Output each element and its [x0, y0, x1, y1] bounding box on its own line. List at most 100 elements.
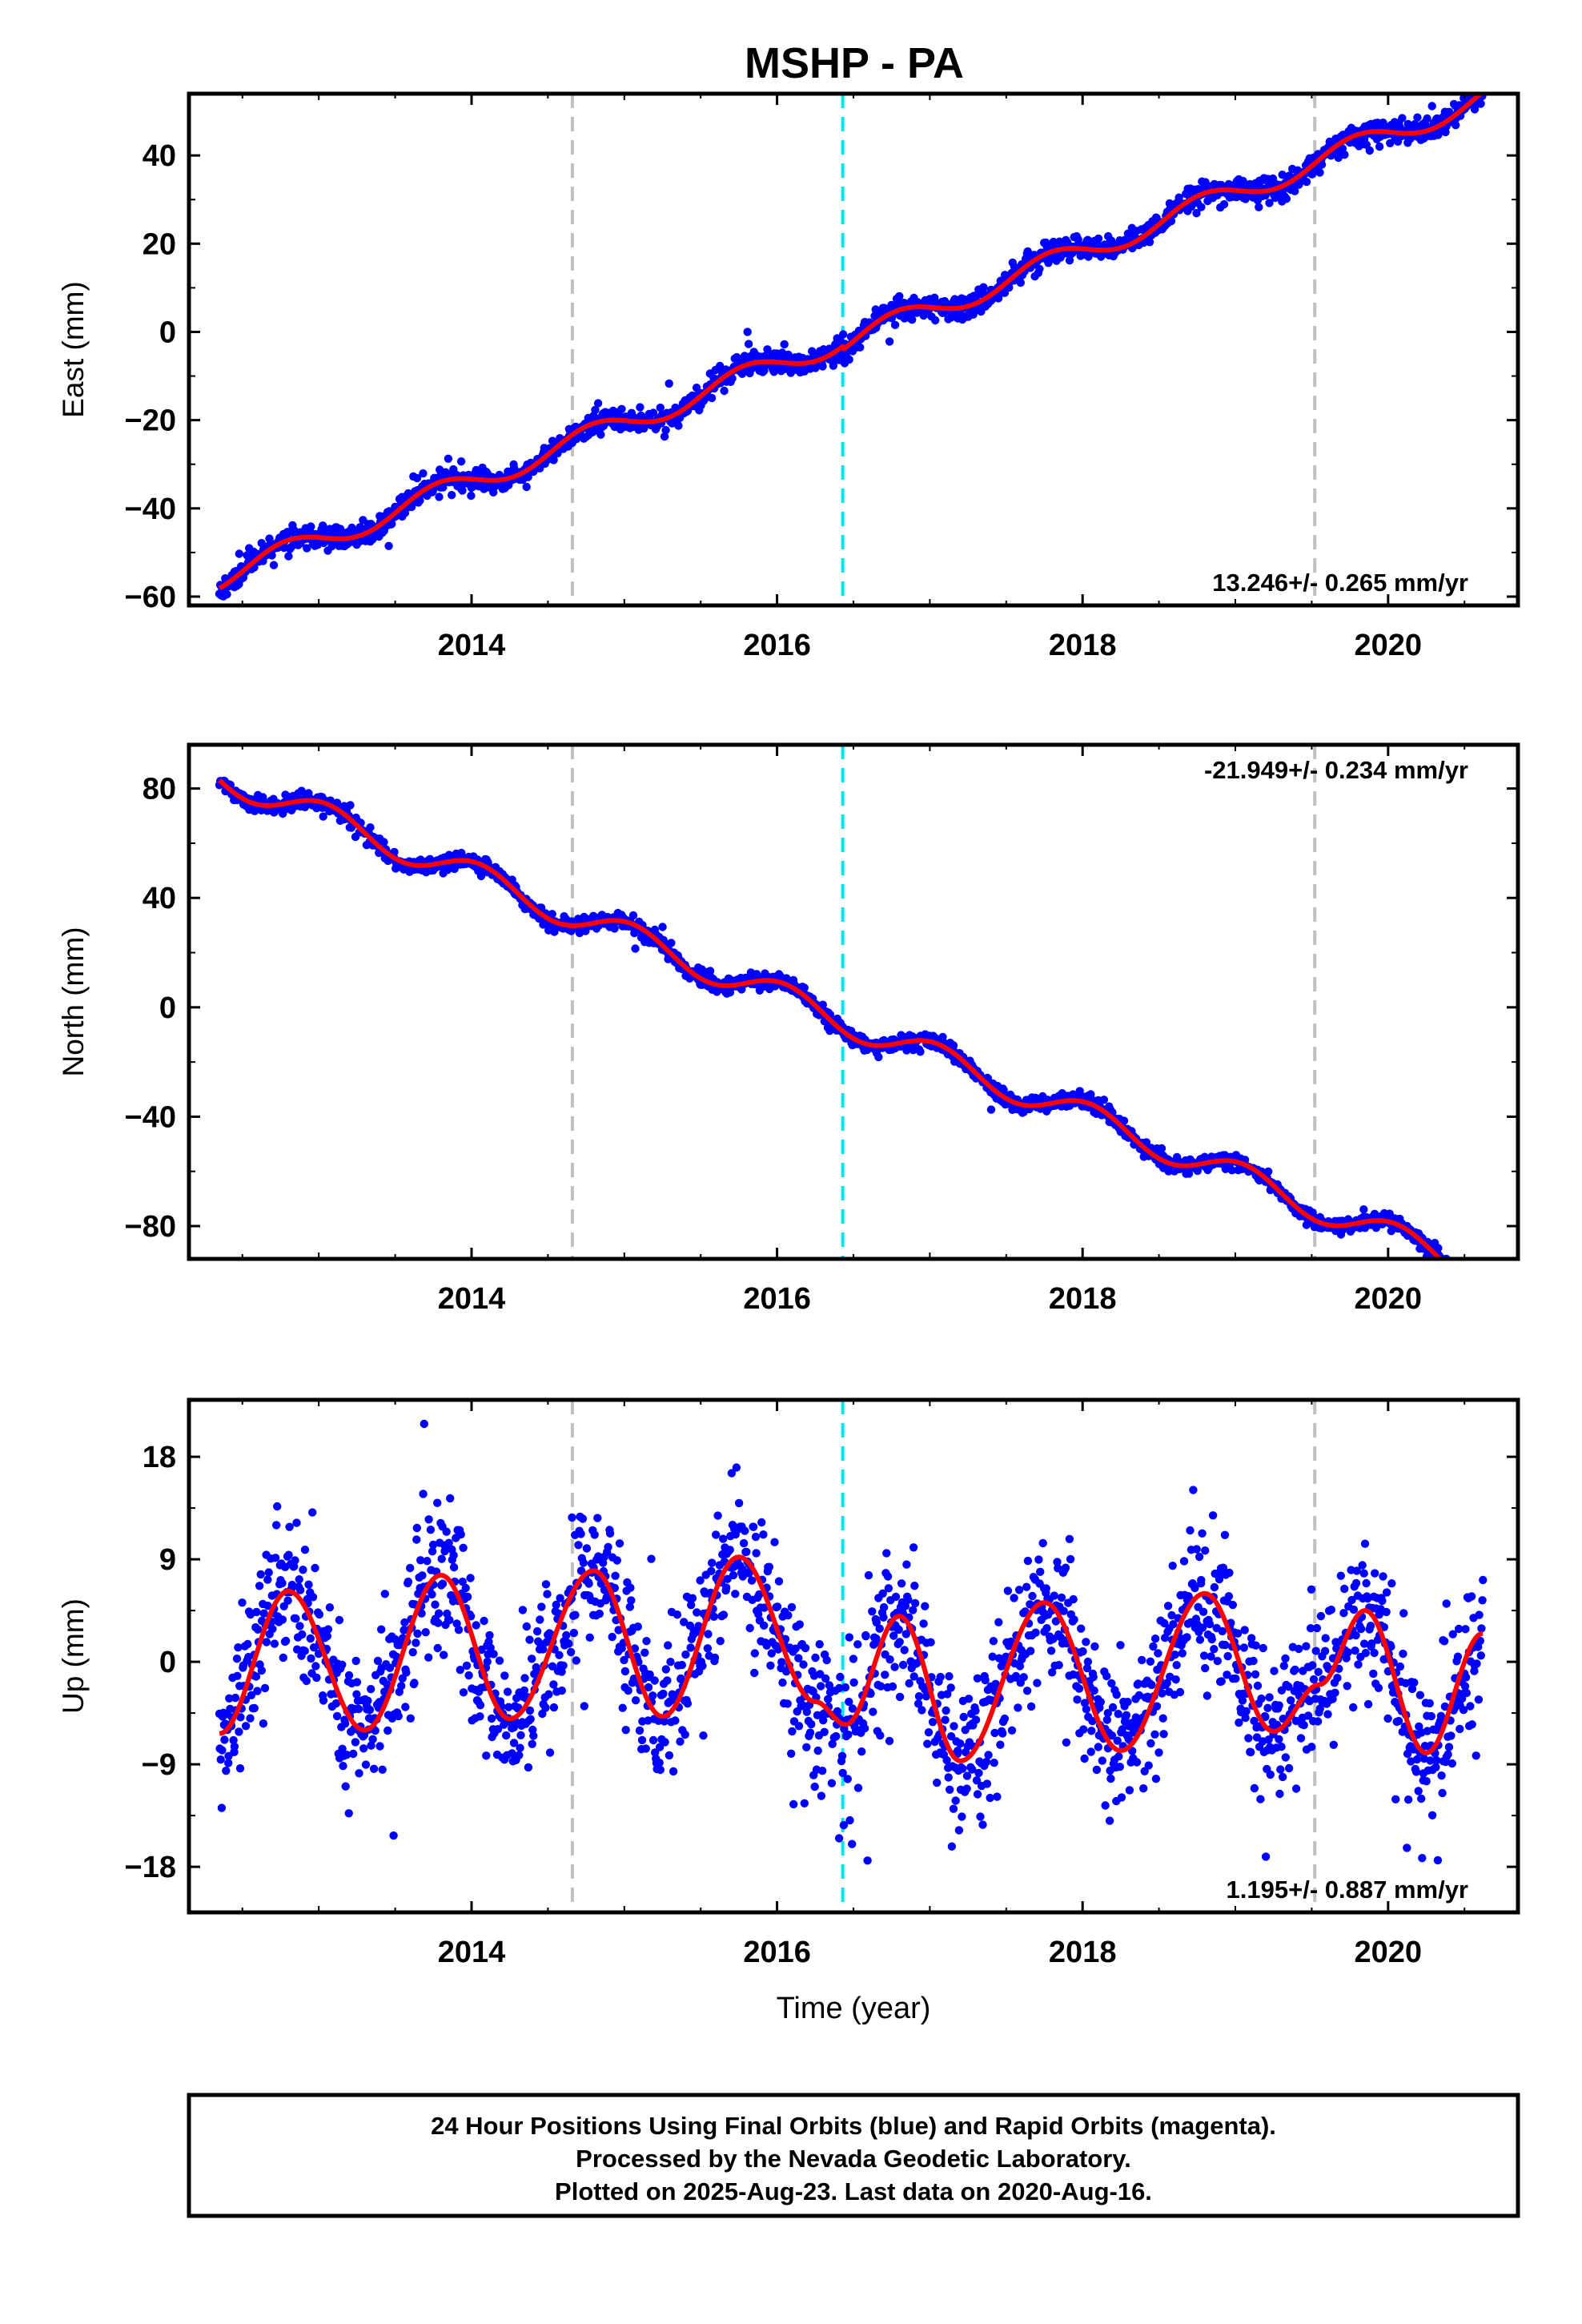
- data-point: [1282, 195, 1291, 203]
- data-point: [278, 1578, 287, 1588]
- data-point: [253, 1687, 262, 1695]
- data-point: [412, 1535, 421, 1544]
- data-point: [656, 403, 665, 412]
- data-point: [627, 1596, 636, 1605]
- data-point: [528, 1739, 536, 1748]
- data-point: [365, 1705, 375, 1715]
- data-point: [424, 1653, 433, 1662]
- data-point: [421, 1628, 430, 1637]
- data-point: [308, 1593, 318, 1602]
- data-point: [671, 1716, 680, 1725]
- data-point: [615, 1539, 624, 1548]
- data-point: [713, 1511, 722, 1520]
- data-point: [476, 1712, 484, 1721]
- y-tick-label: 0: [159, 991, 176, 1025]
- data-point: [807, 1719, 816, 1729]
- data-point: [1315, 168, 1324, 177]
- data-point: [564, 1639, 573, 1648]
- data-point: [1413, 113, 1422, 122]
- data-point: [291, 1556, 299, 1565]
- data-point: [611, 1571, 620, 1581]
- data-point: [864, 1570, 873, 1580]
- x-tick-label: 2014: [438, 1282, 506, 1316]
- data-point: [848, 1839, 857, 1848]
- data-point: [624, 1686, 632, 1695]
- data-point: [760, 1621, 769, 1630]
- data-point: [482, 1751, 491, 1760]
- data-point: [359, 1744, 368, 1753]
- data-point: [344, 1809, 353, 1818]
- data-point: [640, 1648, 649, 1657]
- data-point: [853, 1640, 862, 1649]
- data-point: [1359, 1205, 1368, 1214]
- data-point: [259, 1719, 268, 1728]
- data-point: [459, 1543, 468, 1553]
- data-point: [794, 1722, 804, 1731]
- data-point: [1265, 199, 1274, 207]
- data-point: [1166, 216, 1176, 226]
- x-tick-label: 2018: [1049, 629, 1117, 662]
- data-point: [303, 544, 311, 553]
- data-point: [285, 1522, 294, 1531]
- x-tick-label: 2020: [1355, 629, 1423, 662]
- data-point: [590, 1530, 599, 1539]
- data-point: [885, 1736, 894, 1746]
- data-point: [789, 1799, 798, 1809]
- data-point: [673, 1610, 682, 1619]
- data-point: [849, 1655, 858, 1663]
- data-point: [255, 1582, 264, 1590]
- data-point: [220, 1735, 229, 1744]
- data-point: [420, 1419, 428, 1429]
- data-point: [454, 1626, 464, 1634]
- data-point: [1186, 202, 1196, 211]
- data-point: [709, 1612, 718, 1621]
- data-point: [232, 1655, 242, 1663]
- data-point: [742, 1547, 751, 1557]
- data-point: [620, 1667, 630, 1676]
- x-tick-label: 2014: [438, 629, 506, 662]
- data-point: [770, 1538, 779, 1546]
- data-point: [665, 379, 673, 388]
- data-point: [1278, 171, 1287, 179]
- data-point: [437, 1554, 446, 1563]
- data-point: [462, 1661, 472, 1671]
- data-point: [593, 1514, 602, 1522]
- data-point: [346, 801, 355, 810]
- data-point: [661, 425, 670, 435]
- data-point: [250, 1703, 259, 1713]
- data-point: [811, 1653, 820, 1663]
- data-point: [729, 1570, 738, 1580]
- data-point: [559, 1661, 568, 1670]
- data-point: [263, 1575, 272, 1584]
- data-point: [774, 1577, 784, 1586]
- data-point: [897, 1579, 906, 1588]
- data-point: [574, 1541, 583, 1550]
- rate-label: 13.246+/- 0.265 mm/yr: [1212, 569, 1468, 597]
- data-point: [720, 386, 729, 396]
- data-point: [522, 482, 531, 492]
- data-point: [931, 316, 940, 325]
- data-point: [813, 1746, 822, 1755]
- data-point: [1016, 278, 1026, 287]
- data-point: [268, 1624, 277, 1634]
- data-point: [344, 1671, 354, 1680]
- data-point: [241, 1722, 251, 1731]
- data-point: [810, 1782, 819, 1791]
- data-point: [698, 1662, 707, 1671]
- y-tick-label: 40: [143, 882, 176, 915]
- data-point: [596, 430, 605, 439]
- data-point: [295, 1622, 304, 1630]
- data-point: [532, 1626, 542, 1636]
- data-point: [1423, 114, 1431, 123]
- data-point: [861, 1632, 870, 1641]
- data-point: [841, 1683, 850, 1692]
- data-point: [349, 1749, 358, 1759]
- data-point: [297, 786, 306, 795]
- x-tick-label: 2016: [743, 1282, 811, 1316]
- data-point: [752, 1549, 761, 1558]
- data-point: [802, 1743, 811, 1751]
- data-point: [829, 361, 838, 370]
- data-point: [1099, 1096, 1109, 1104]
- data-point: [419, 1490, 428, 1498]
